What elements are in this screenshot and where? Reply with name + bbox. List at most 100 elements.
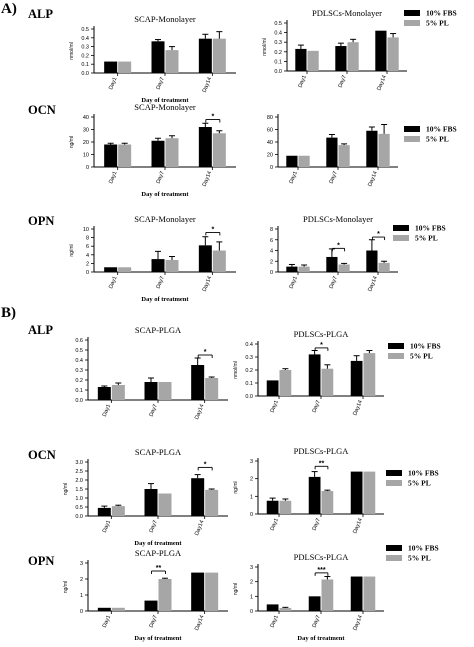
y-tick-label: 4 [86,253,89,259]
y-tick-label: 40 [83,115,89,121]
y-tick-label: 0.0 [75,398,83,404]
bar [97,507,111,516]
bar [111,506,125,516]
legend-label-fbs: 10% FBS [410,342,441,351]
y-tick-label: 0.5 [75,348,83,354]
bar [307,50,319,71]
significance-mark: ** [319,460,325,467]
y-tick-label: 0.4 [75,358,83,364]
bar [298,266,310,272]
bar [165,138,179,167]
bar [165,50,179,73]
chart-title: SCAP-Monolayer [134,102,196,112]
legend-swatch-pl [386,480,402,486]
bar [118,61,132,73]
legend-label-fbs: 10% FBS [408,469,439,478]
x-axis-label: Day of treatment [141,191,189,198]
legend-swatch-fbs [404,10,420,16]
y-tick-label: 0.5 [274,21,282,27]
row-label: OPN [28,554,54,568]
bar [375,30,387,71]
y-tick-label: 0.6 [75,338,83,344]
y-tick-label: 0.3 [81,45,89,51]
x-tick-label: Day14 [194,615,206,632]
row-label: OCN [28,448,56,462]
y-tick-label: 3 [250,459,253,465]
y-tick-label: 3 [80,561,83,567]
legend-label-pl: 5% PL [415,234,438,243]
x-tick-label: Day1 [297,75,307,89]
significance-mark: * [337,242,340,249]
bar [144,382,158,400]
y-axis-label: ng/ml [63,483,69,495]
y-tick-label: 0 [270,270,273,276]
x-tick-label: Day14 [376,75,388,92]
x-tick-label: Day14 [352,518,364,535]
x-tick-label: Day7 [155,77,165,91]
x-tick-label: Day14 [367,171,379,188]
bar [298,155,310,167]
y-tick-label: 1.0 [75,496,83,502]
y-axis-label: ng/ml [69,244,75,256]
legend-swatch-pl [393,235,409,241]
x-tick-label: Day7 [328,171,338,185]
legend-swatch-pl [388,353,404,359]
y-axis-label: nmol/ml [233,361,239,379]
x-tick-label: Day1 [102,404,112,418]
x-tick-label: Day1 [288,171,298,185]
y-tick-label: 0 [86,270,89,276]
x-tick-label: Day7 [148,404,158,418]
bar [308,476,321,514]
y-tick-label: 0.0 [274,69,282,75]
bar [266,380,279,396]
y-tick-label: 4 [270,249,273,255]
x-tick-label: Day7 [155,276,165,290]
bar [151,259,165,272]
bar [118,267,132,272]
x-tick-label: Day14 [367,276,379,293]
x-tick-label: Day7 [328,276,338,290]
x-tick-label: Day7 [337,75,347,89]
x-tick-label: Day14 [352,400,364,417]
y-tick-label: 1 [80,593,83,599]
legend-swatch-pl [386,555,402,561]
y-tick-label: 2.0 [75,478,83,484]
y-tick-label: 0.4 [274,31,282,37]
y-tick-label: 6 [86,244,89,250]
y-tick-label: 40 [267,140,273,146]
legend-label-fbs: 10% FBS [408,544,439,553]
y-tick-label: 0.5 [81,27,89,33]
y-tick-label: 3 [250,565,253,571]
y-tick-label: 0.3 [75,368,83,374]
bar [266,500,279,514]
x-tick-label: Day1 [108,77,118,91]
legend-label-fbs: 10% FBS [426,125,457,134]
bar [266,604,279,611]
y-tick-label: 0.3 [274,40,282,46]
y-tick-label: 80 [267,115,273,121]
bar [350,471,363,514]
significance-mark: * [377,231,380,238]
bar [104,144,118,167]
y-axis-label: ng/ml [69,136,75,148]
bar [363,471,376,514]
y-tick-label: 2 [250,477,253,483]
bar [144,489,158,516]
y-tick-label: 0.3 [245,355,253,361]
panel-label-a: A) [1,1,17,17]
row-label: OCN [28,103,56,117]
y-tick-label: 8 [86,236,89,242]
row-label: ALP [28,323,53,337]
legend-swatch-fbs [386,545,402,551]
row-label: ALP [28,7,53,21]
y-tick-label: 0 [86,165,89,171]
x-tick-label: Day1 [108,171,118,185]
significance-mark: *** [317,567,325,574]
y-axis-label: nmol/ml [262,38,268,56]
bar [97,607,111,611]
bar [347,42,359,71]
x-tick-label: Day1 [269,400,279,414]
x-tick-label: Day1 [288,276,298,290]
y-axis-label: ng/ml [233,481,239,493]
